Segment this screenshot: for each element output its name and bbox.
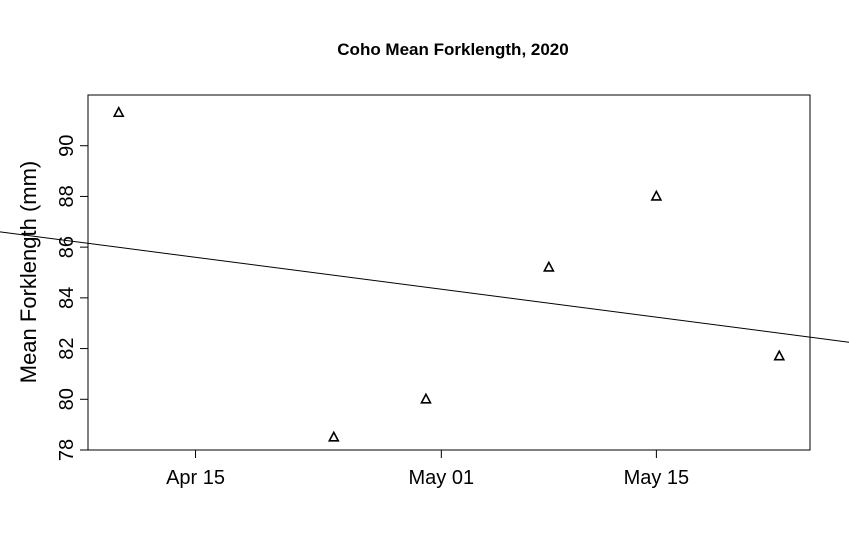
data-point xyxy=(650,189,663,201)
y-tick-label: 78 xyxy=(56,439,78,461)
data-point xyxy=(112,106,125,118)
data-point xyxy=(420,392,432,404)
trend-line-group xyxy=(0,231,849,343)
plot-area xyxy=(87,94,811,451)
data-points xyxy=(112,106,786,442)
chart-title: Coho Mean Forklength, 2020 xyxy=(337,40,568,59)
plot-border xyxy=(87,94,811,451)
trend-line xyxy=(0,231,849,343)
y-tick-label: 82 xyxy=(56,337,78,359)
y-tick-label: 84 xyxy=(56,287,78,309)
x-tick-label: May 01 xyxy=(409,467,475,489)
y-tick-label: 88 xyxy=(56,185,78,207)
data-point xyxy=(773,349,786,361)
y-tick-label: 90 xyxy=(56,135,78,157)
x-axis: Apr 15 May 01 May 15 xyxy=(166,450,689,489)
data-point xyxy=(543,260,555,272)
y-axis-label: Mean Forklength (mm) xyxy=(16,161,41,384)
y-tick-label: 80 xyxy=(56,388,78,410)
data-point xyxy=(327,430,340,442)
x-tick-label: May 15 xyxy=(624,467,690,489)
x-tick-label: Apr 15 xyxy=(166,467,225,489)
